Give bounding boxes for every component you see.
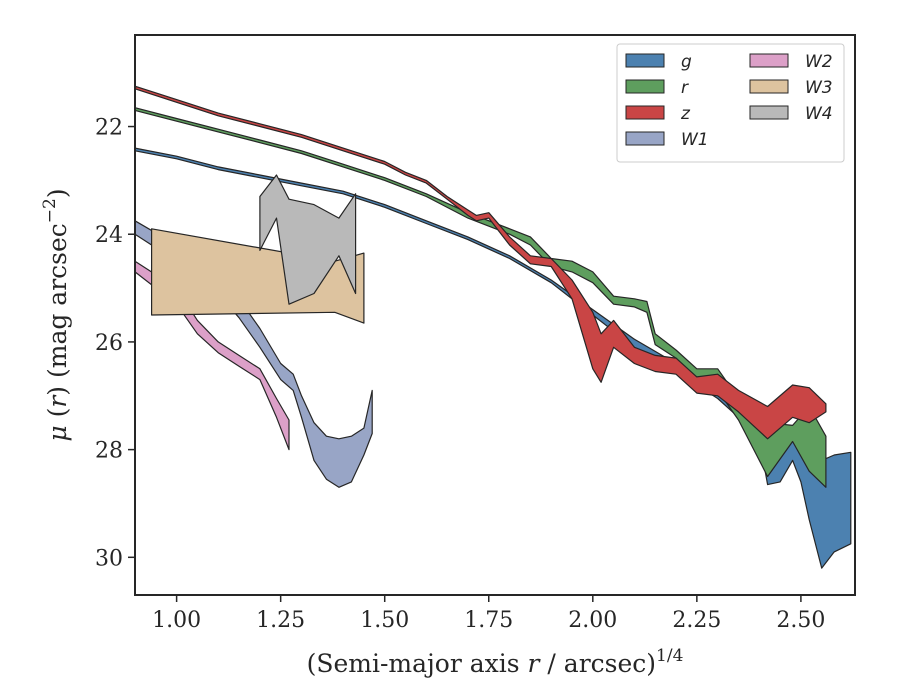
x-tick-label: 1.75 — [464, 608, 513, 633]
band-w4 — [259, 174, 357, 305]
legend-swatch — [625, 53, 665, 68]
x-tick-label: 2.00 — [568, 608, 617, 633]
y-axis-label-var: r — [43, 394, 72, 408]
legend-label: g — [681, 52, 692, 72]
y-axis-label-exponent: −2 — [40, 198, 60, 223]
legend-label: z — [680, 104, 691, 124]
legend-item-w2: W2 — [749, 52, 833, 72]
x-axis-label-var: r — [528, 649, 542, 678]
x-tick-label: 2.50 — [776, 608, 825, 633]
band-z — [134, 85, 827, 440]
x-tick-label: 1.50 — [360, 608, 409, 633]
legend-item-z: z — [625, 104, 691, 124]
plot-frame — [134, 34, 856, 596]
x-axis-label-rest: / arcsec) — [539, 649, 656, 678]
y-tick-label: 28 — [95, 439, 123, 464]
legend-swatch — [749, 79, 789, 94]
legend-swatch — [625, 105, 665, 120]
legend-swatch — [749, 53, 789, 68]
x-axis-label-main: (Semi-major axis — [307, 649, 528, 678]
x-axis-label: (Semi-major axis r / arcsec)1/4 — [307, 646, 684, 678]
y-tick-label: 26 — [95, 331, 123, 356]
legend-item-w1: W1 — [625, 130, 709, 150]
legend-label: W2 — [805, 52, 833, 72]
legend-label: W3 — [805, 78, 833, 98]
y-axis-label-main: μ — [43, 425, 72, 441]
legend-swatch — [625, 79, 665, 94]
legend-label: r — [681, 78, 689, 98]
y-axis-label-paren: ( — [43, 408, 72, 418]
legend-item-g: g — [625, 52, 692, 72]
y-axis-label-close: ) — [43, 188, 72, 198]
y-tick-label: 30 — [95, 546, 123, 571]
x-tick-label: 1.00 — [152, 608, 201, 633]
y-axis-label-rest: ) (mag arcsec — [43, 223, 72, 396]
legend: grz W1 W2 W3 W4 — [616, 43, 845, 163]
x-tick-label: 1.25 — [256, 608, 305, 633]
legend-item-r: r — [625, 78, 689, 98]
legend-label: W1 — [681, 130, 709, 150]
legend-swatch — [749, 105, 789, 120]
legend-item-w3: W3 — [749, 78, 833, 98]
y-tick-label: 24 — [95, 223, 123, 248]
y-axis-ticks: 22 24 26 28 30 — [95, 116, 135, 571]
series-bands — [134, 85, 852, 569]
legend-label: W4 — [805, 104, 833, 124]
x-axis-label-exponent: 1/4 — [656, 646, 683, 666]
x-axis-ticks: 1.00 1.25 1.50 1.75 2.00 2.25 2.50 — [152, 595, 825, 633]
x-tick-label: 2.25 — [672, 608, 721, 633]
band-g — [134, 147, 852, 569]
band-w1 — [134, 220, 373, 488]
band-w2 — [134, 260, 290, 451]
y-axis-label: μ (r) (mag arcsec−2) — [40, 188, 72, 441]
legend-box — [616, 43, 845, 163]
legend-swatch — [625, 131, 665, 146]
legend-item-w4: W4 — [749, 104, 833, 124]
y-tick-label: 22 — [95, 116, 123, 141]
